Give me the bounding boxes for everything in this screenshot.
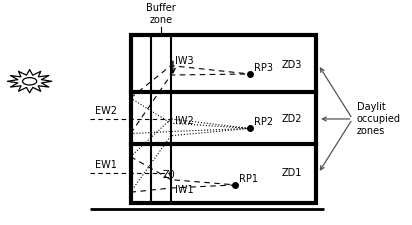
Text: ZD2: ZD2 — [282, 114, 302, 124]
Text: IW1: IW1 — [175, 185, 194, 195]
Text: IW3: IW3 — [175, 56, 194, 66]
Text: Buffer
zone: Buffer zone — [146, 3, 176, 25]
Text: EW1: EW1 — [95, 160, 117, 170]
Text: IW2: IW2 — [175, 116, 194, 126]
Text: RP1: RP1 — [239, 174, 258, 184]
Text: Z0: Z0 — [162, 171, 175, 180]
Text: ZD1: ZD1 — [282, 168, 302, 178]
Text: EW2: EW2 — [95, 106, 117, 116]
Text: ZD3: ZD3 — [282, 60, 302, 70]
Text: Daylit
occupied
zones: Daylit occupied zones — [356, 102, 400, 136]
Text: RP3: RP3 — [254, 63, 273, 73]
Text: RP2: RP2 — [254, 117, 273, 127]
